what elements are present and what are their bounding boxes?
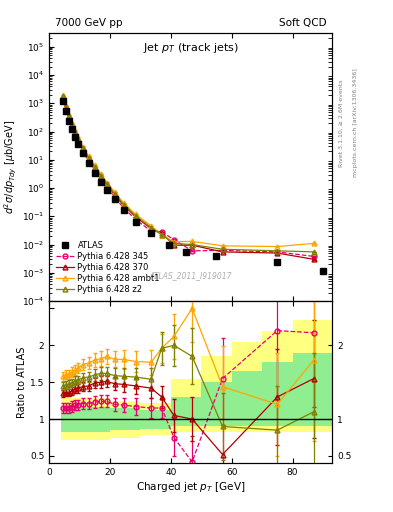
Bar (110, 408, 140, 430)
Bar (292, 353, 332, 426)
Bar (232, 371, 262, 426)
Text: Jet $p_{T}$ (track jets): Jet $p_{T}$ (track jets) (143, 41, 239, 55)
Text: 7000 GeV pp: 7000 GeV pp (55, 18, 122, 28)
Legend: ATLAS, Pythia 6.428 345, Pythia 6.428 370, Pythia 6.428 ambt1, Pythia 6.428 z2: ATLAS, Pythia 6.428 345, Pythia 6.428 37… (53, 239, 162, 297)
Text: mcplots.cern.ch [arXiv:1306.3436]: mcplots.cern.ch [arXiv:1306.3436] (353, 69, 358, 177)
Bar (140, 403, 171, 435)
Bar (171, 378, 201, 432)
Y-axis label: Ratio to ATLAS: Ratio to ATLAS (17, 347, 27, 418)
Text: Rivet 3.1.10, ≥ 2.6M events: Rivet 3.1.10, ≥ 2.6M events (339, 79, 344, 166)
Bar (61, 398, 79, 440)
Bar (110, 401, 140, 438)
Bar (61, 407, 79, 432)
Text: Soft QCD: Soft QCD (279, 18, 327, 28)
Bar (201, 382, 232, 426)
Bar (262, 331, 292, 432)
X-axis label: Charged jet $p_{T}$ [GeV]: Charged jet $p_{T}$ [GeV] (136, 480, 245, 494)
Bar (79, 407, 110, 432)
Bar (292, 319, 332, 432)
Bar (171, 397, 201, 426)
Bar (79, 398, 110, 440)
Text: ATLAS_2011_I919017: ATLAS_2011_I919017 (149, 271, 232, 280)
Bar (201, 356, 232, 432)
Y-axis label: $d^{2}\sigma/dp_{Tdy}$ [$\mu$b/GeV]: $d^{2}\sigma/dp_{Tdy}$ [$\mu$b/GeV] (3, 120, 19, 214)
Bar (262, 361, 292, 426)
Bar (140, 410, 171, 429)
Bar (232, 342, 262, 432)
